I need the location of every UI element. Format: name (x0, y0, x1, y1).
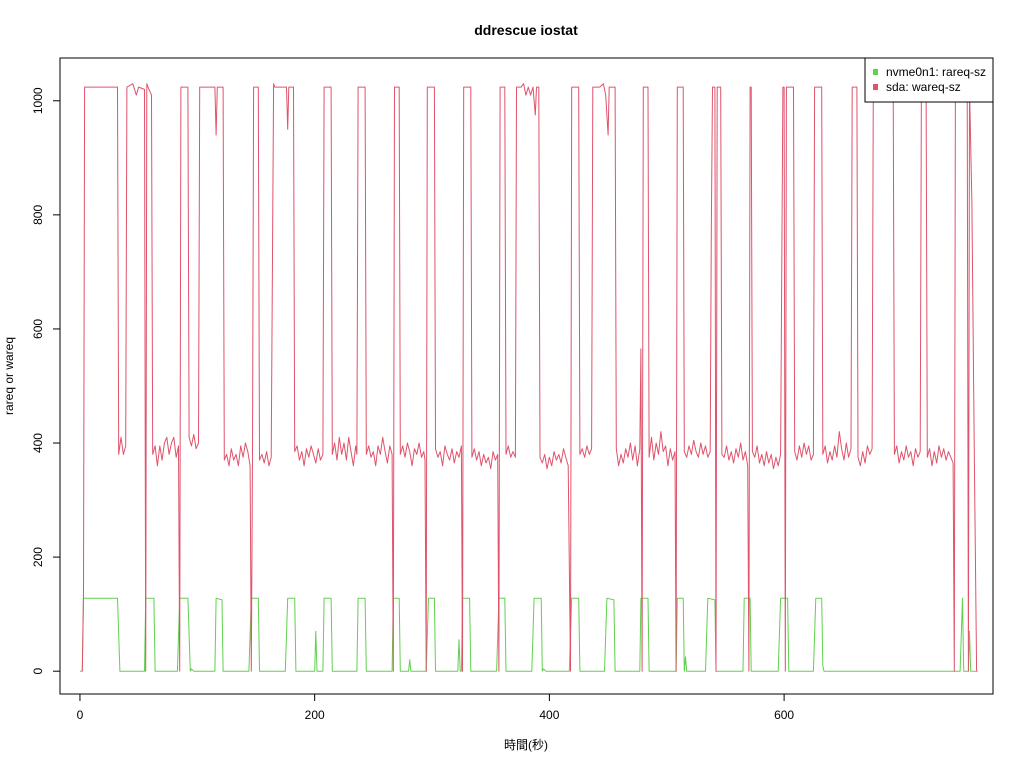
series-line-0 (80, 597, 978, 672)
y-axis-label: rareq or wareq (2, 337, 16, 415)
legend-swatch-0 (873, 69, 878, 75)
series-layer (80, 83, 978, 672)
y-tick-label: 400 (31, 433, 45, 453)
x-axis-label: 時間(秒) (504, 738, 548, 752)
y-axis: 0 200 400 600 800 1000 (31, 87, 61, 675)
y-tick-label: 1000 (31, 87, 45, 114)
x-tick-label: 0 (77, 708, 84, 722)
x-axis: 0 200 400 600 (77, 693, 794, 722)
y-tick-label: 0 (31, 668, 45, 675)
x-tick-label: 600 (774, 708, 794, 722)
x-tick-label: 200 (305, 708, 325, 722)
y-tick-label: 800 (31, 205, 45, 225)
y-tick-label: 600 (31, 319, 45, 339)
y-tick-label: 200 (31, 547, 45, 567)
series-line-1 (81, 83, 978, 672)
legend-entry-1: sda: wareq-sz (886, 80, 961, 94)
legend-entry-0: nvme0n1: rareq-sz (886, 65, 986, 79)
x-tick-label: 400 (539, 708, 559, 722)
chart-title: ddrescue iostat (474, 22, 578, 38)
legend-swatch-1 (873, 84, 878, 90)
legend-box (864, 57, 994, 103)
